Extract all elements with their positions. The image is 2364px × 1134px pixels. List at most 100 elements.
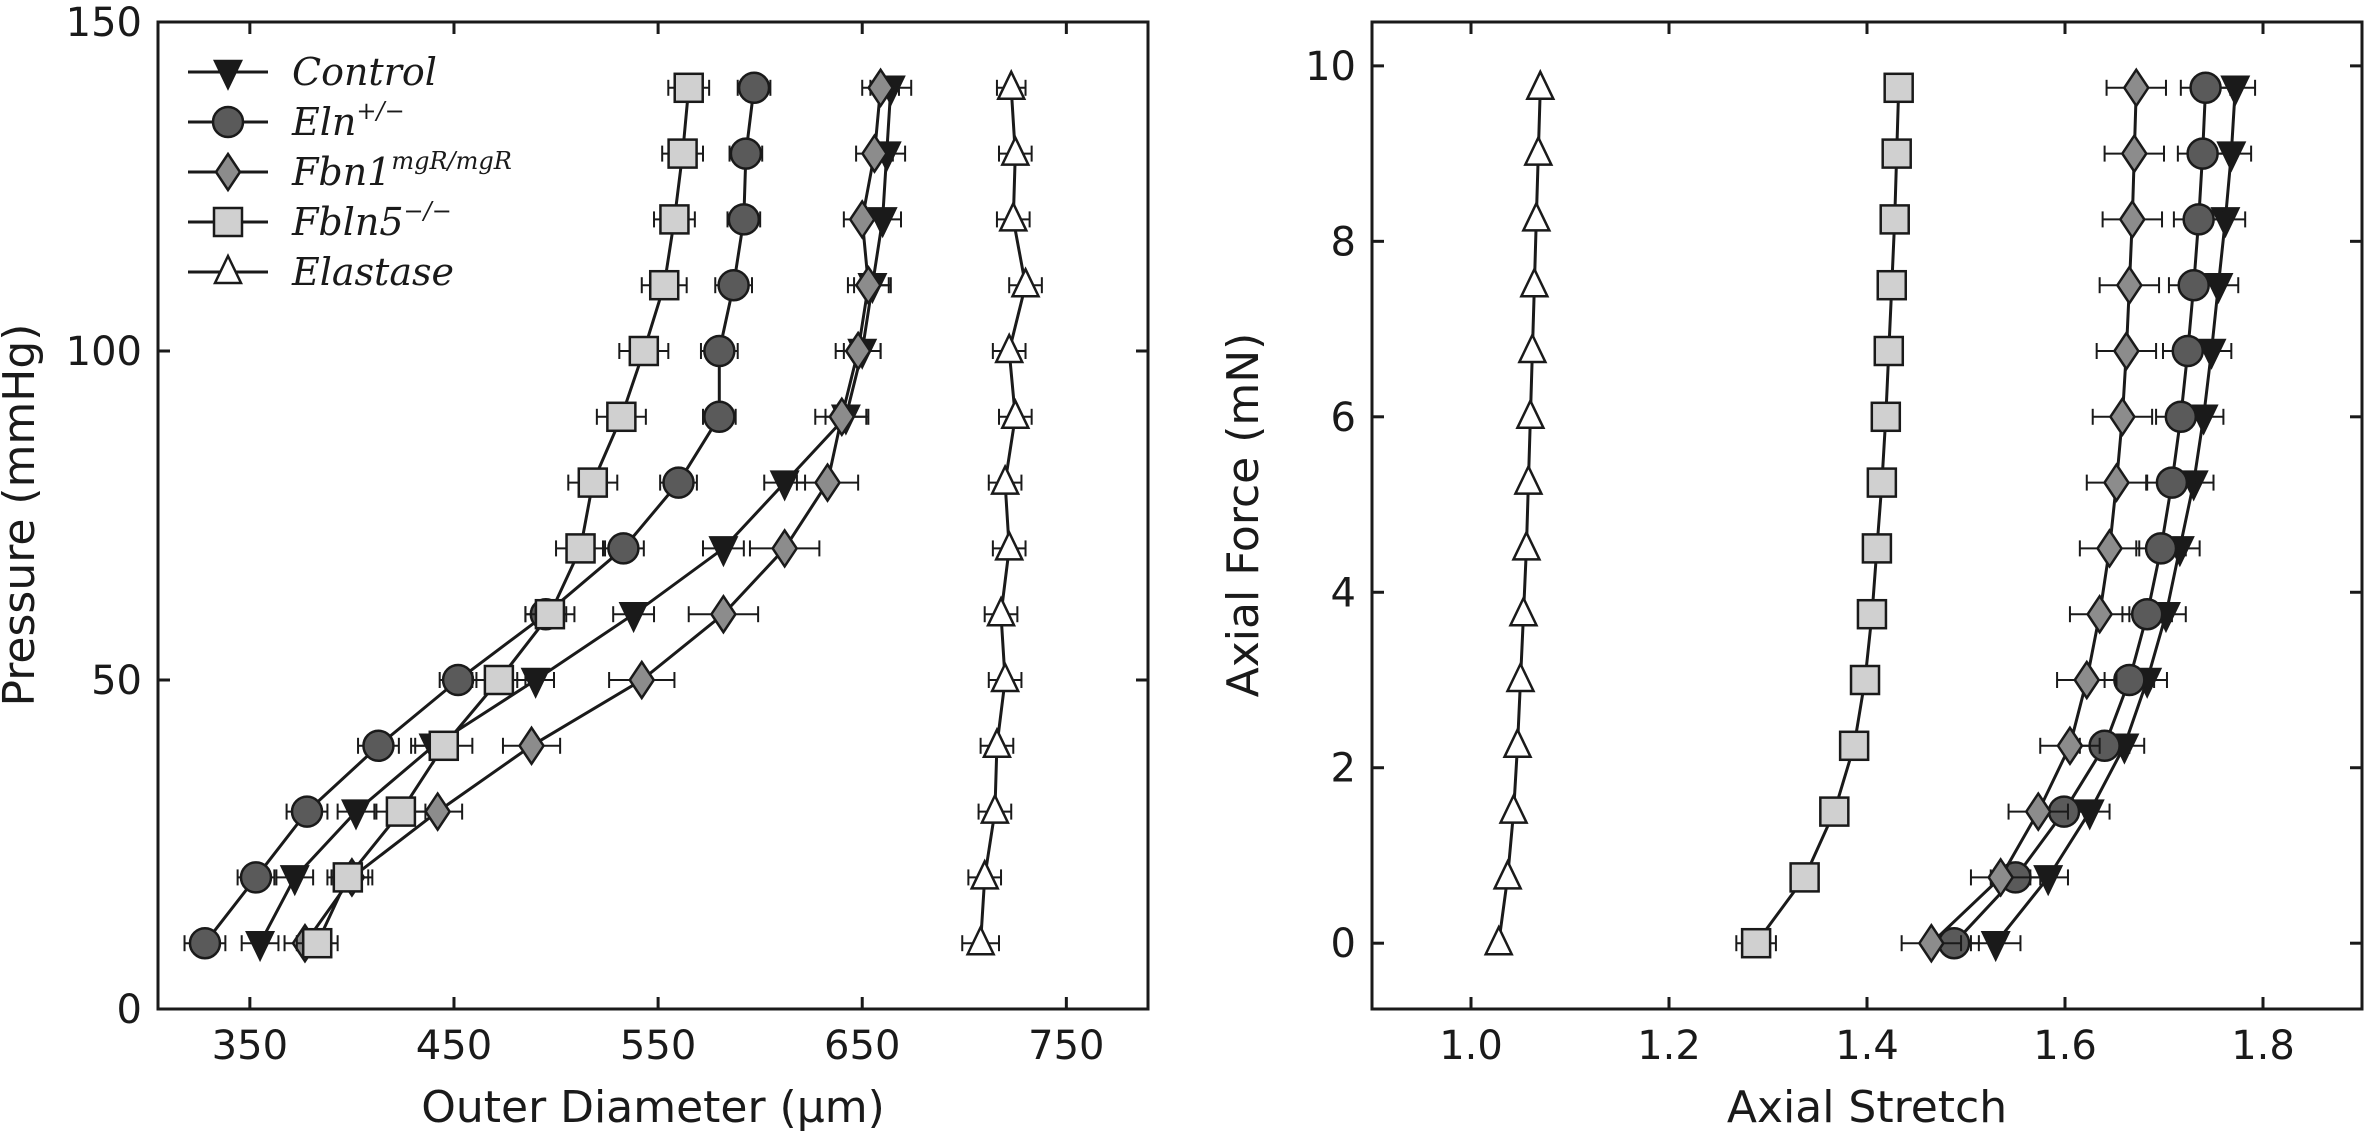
legend-item-eln: Eln+/− [188,97,405,144]
left-data-marks [183,67,1043,964]
data-point [2122,67,2150,109]
data-point [1511,529,1542,561]
data-point [290,795,324,828]
data-point [2120,133,2148,174]
data-point [994,332,1025,364]
force-stretch-chart: 1.0 1.2 1.4 1.6 1.8 0 2 4 6 8 10 Axial Stretch Axi… [1218,20,2364,1133]
data-point [848,199,876,240]
data-point [2216,141,2247,173]
series-fbn1 [283,67,900,964]
data-point [1917,922,1945,964]
data-point [708,536,739,568]
data-point [341,799,371,831]
x-tick-label: 1.2 [1637,1023,1701,1069]
data-point [518,725,546,767]
y-tick-label: 8 [1331,219,1356,265]
x-tick-label: 1.6 [2033,1023,2097,1069]
data-point [969,858,1000,890]
data-point [2033,865,2064,897]
x-tick-label: 1.4 [1835,1023,1899,1069]
data-point [1525,68,1556,101]
data-point [717,268,750,302]
data-point [565,533,596,564]
data-point [1505,661,1536,693]
data-point [534,598,566,630]
x-tick-label: 450 [416,1023,492,1069]
data-point [1789,862,1820,893]
data-point [2102,462,2130,503]
data-point [986,595,1017,627]
data-point [2210,207,2241,239]
legend-label: Fbln5−/− [291,197,452,244]
data-point [860,133,888,174]
y-tick-label: 2 [1331,746,1356,792]
data-point [659,204,690,235]
data-point [729,137,763,170]
data-point [1508,595,1539,627]
data-point [1883,72,1914,104]
data-point [2144,532,2178,565]
legend-marker [212,206,244,238]
data-point [332,862,364,893]
data-point [1000,134,1031,166]
data-point [2024,791,2052,832]
left-plot-frame [156,20,1150,1011]
y-tick-label: 50 [91,658,142,704]
data-point [844,330,872,372]
legend-item-fbn1: Fbn1mgR/mgR [188,147,512,194]
data-point [2164,400,2198,434]
data-point [1870,401,1902,433]
data-point [1513,463,1544,495]
x-tick-label: 650 [824,1023,900,1069]
legend-label: Elastase [291,250,454,294]
legend-item-fbln5: Fbln5−/− [188,197,452,244]
data-point [2108,396,2136,438]
data-point [618,601,649,634]
x-tick-label: 550 [620,1023,696,1069]
x-tick-label: 750 [1028,1023,1104,1069]
data-point [2155,466,2189,499]
left-y-axis-label: Pressure (mmHg) [0,324,45,707]
data-point [2113,663,2146,697]
data-point [1492,858,1523,890]
series-eln [183,71,772,960]
y-tick-label: 0 [1331,921,1356,967]
data-point [1879,204,1910,235]
data-point [703,400,736,434]
data-point [362,729,395,763]
data-point [814,462,842,503]
legend-marker [213,253,243,285]
data-point [1523,134,1554,166]
data-point [279,865,310,897]
data-point [727,203,761,236]
data-point [607,532,640,565]
data-point [1987,857,2015,898]
data-point [577,467,609,498]
data-point [1521,200,1552,232]
data-point [990,661,1021,693]
y-tick-label: 150 [66,0,142,46]
legend-item-elastase: Elastase [188,250,454,294]
data-point [965,924,996,956]
data-point [1517,332,1548,364]
legend-item-control: Control [188,50,437,94]
data-point [990,463,1021,495]
data-point [1740,927,1772,959]
series-elastase [961,68,1043,956]
data-point [854,264,882,306]
data-point [2130,597,2164,631]
right-ticks: 1.0 1.2 1.4 1.6 1.8 0 2 4 6 8 10 [1305,22,2362,1069]
y-tick-label: 10 [1305,44,1356,90]
data-point [2189,71,2222,105]
series-fbn1mgr-mgr [1900,67,2167,964]
data-point [1483,924,1514,956]
legend-label: Eln+/− [291,97,405,144]
data-point [709,593,737,635]
data-point [1861,533,1893,564]
data-point [648,269,680,301]
legend-label: Fbn1mgR/mgR [291,147,512,194]
data-point [2171,334,2205,368]
legend-marker [214,151,242,193]
